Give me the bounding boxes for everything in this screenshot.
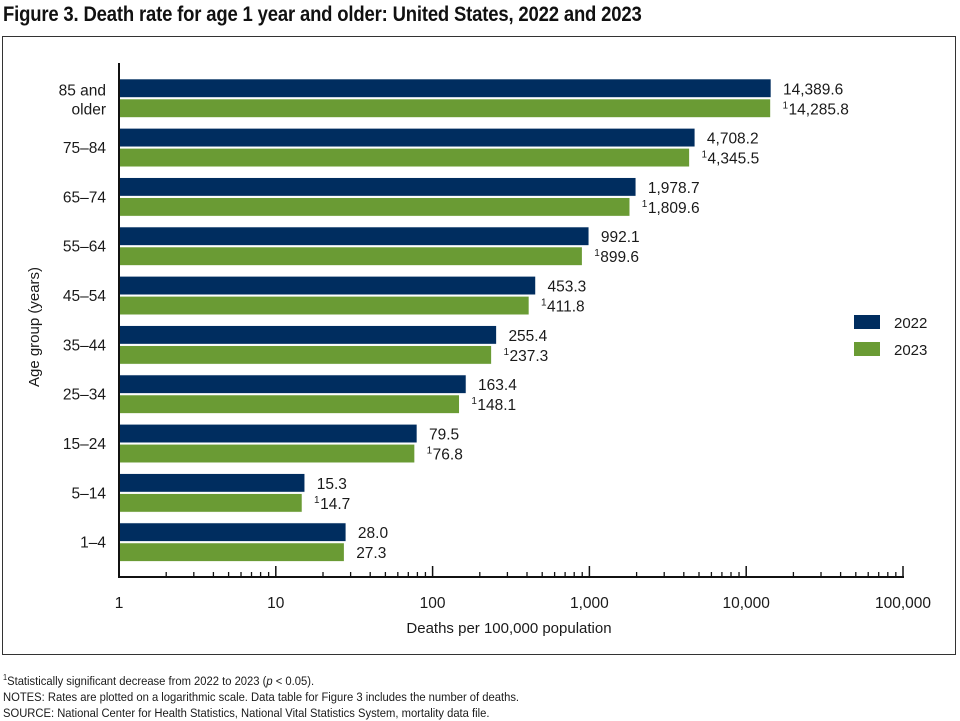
value-label-2023-4: 1411.8: [541, 298, 585, 316]
value-label-2023-1: 14,345.5: [701, 150, 759, 168]
significance-marker: 1: [642, 199, 648, 210]
bar-2023-1: [118, 148, 690, 168]
category-label-8: 5–14: [72, 485, 107, 502]
bars-group: [118, 78, 772, 562]
bar-2022-1: [118, 128, 696, 148]
category-label-9: 1–4: [80, 535, 106, 552]
category-label-5: 35–44: [63, 337, 106, 354]
value-label-2023-6: 1148.1: [471, 396, 516, 414]
bar-2022-6: [118, 374, 467, 394]
value-label-2023-2: 11,809.6: [642, 199, 700, 217]
legend-swatch-2023: [854, 342, 880, 356]
bar-2022-5: [118, 325, 497, 345]
category-label-4: 45–54: [63, 288, 106, 305]
x-tick-label: 100,000: [875, 595, 931, 612]
value-label-2023-0: 114,285.8: [782, 100, 848, 118]
significance-marker: 1: [427, 446, 433, 457]
value-label-2022-9: 28.0: [358, 525, 389, 542]
category-label-6: 25–34: [63, 387, 106, 404]
category-labels-group: 85 and older 75–84 65–74 55–64 45–54 35–44 25–3…: [59, 82, 107, 551]
significance-marker: 1: [701, 150, 707, 161]
y-axis-label: Age group (years): [26, 267, 43, 387]
value-label-2023-5: 1237.3: [503, 347, 548, 365]
category-label-3: 55–64: [63, 239, 106, 256]
bar-2022-4: [118, 276, 536, 296]
value-label-2022-1: 4,708.2: [707, 131, 759, 148]
significance-marker: 1: [541, 298, 547, 309]
bar-2023-0: [118, 98, 771, 118]
value-label-2022-3: 992.1: [601, 229, 640, 246]
legend-label-2023: 2023: [894, 342, 927, 359]
footnote-marker: 1: [3, 673, 8, 682]
category-label-7: 15–24: [63, 436, 106, 453]
value-label-2023-7: 176.8: [427, 446, 463, 464]
source-text: SOURCE: National Center for Health Stati…: [3, 706, 490, 720]
x-axis-label: Deaths per 100,000 population: [406, 620, 611, 637]
footnotes: 1Statistically significant decrease from…: [3, 670, 519, 721]
value-label-2022-5: 255.4: [508, 328, 547, 345]
bar-2022-2: [118, 177, 637, 197]
notes-text: NOTES: Rates are plotted on a logarithmi…: [3, 690, 520, 704]
category-label-0: 85 and older: [59, 82, 106, 118]
legend-label-2022: 2022: [894, 315, 927, 332]
category-label-1: 75–84: [63, 140, 106, 157]
x-tick-label: 10,000: [722, 595, 770, 612]
value-label-2022-8: 15.3: [317, 476, 347, 493]
x-ticks-group: [165, 566, 904, 577]
significance-marker: 1: [782, 100, 788, 111]
bar-2023-8: [118, 493, 303, 513]
bar-2022-9: [118, 522, 347, 542]
x-tick-label: 1: [115, 595, 124, 612]
bar-2022-0: [118, 78, 772, 98]
value-labels-group: 14,389.6114,285.84,708.214,345.51,978.71…: [314, 81, 849, 562]
x-tick-label: 100: [420, 595, 446, 612]
bar-2022-8: [118, 473, 306, 493]
chart-frame: [2, 36, 956, 655]
bar-2022-3: [118, 226, 590, 246]
footnote-text: Statistically significant decrease from …: [7, 674, 267, 688]
value-label-2023-3: 1899.6: [594, 248, 639, 266]
footnote-p: p: [266, 674, 273, 688]
bar-2023-9: [118, 542, 345, 562]
legend-swatch-2022: [854, 315, 880, 329]
bar-2023-4: [118, 296, 530, 316]
x-tick-label: 1,000: [570, 595, 609, 612]
legend: 2022 2023: [854, 315, 927, 359]
value-label-2022-6: 163.4: [478, 377, 517, 394]
bar-2022-7: [118, 423, 418, 444]
bar-2023-6: [118, 394, 460, 414]
footnote-text-end: < 0.05).: [272, 674, 315, 688]
bar-2023-7: [118, 443, 415, 464]
value-label-2023-8: 114.7: [314, 495, 350, 513]
category-label-2: 65–74: [63, 189, 106, 206]
bar-2023-3: [118, 246, 583, 266]
x-tick-labels-group: 1 10 100 1,000 10,000 100,000: [115, 595, 932, 612]
significance-marker: 1: [594, 248, 600, 259]
figure-title: Figure 3. Death rate for age 1 year and …: [3, 2, 642, 26]
value-label-2022-2: 1,978.7: [648, 180, 700, 197]
bar-2023-2: [118, 197, 631, 217]
value-label-2022-7: 79.5: [429, 427, 459, 444]
x-tick-label: 10: [267, 595, 285, 612]
value-label-2022-0: 14,389.6: [783, 81, 843, 98]
value-label-2023-9: 27.3: [356, 545, 386, 562]
significance-marker: 1: [471, 396, 477, 407]
significance-footnote: 1Statistically significant decrease from…: [3, 670, 519, 689]
value-label-2022-4: 453.3: [548, 279, 587, 296]
axes-group: [118, 63, 904, 578]
significance-marker: 1: [503, 347, 509, 358]
significance-marker: 1: [314, 495, 320, 506]
bar-2023-5: [118, 345, 492, 365]
